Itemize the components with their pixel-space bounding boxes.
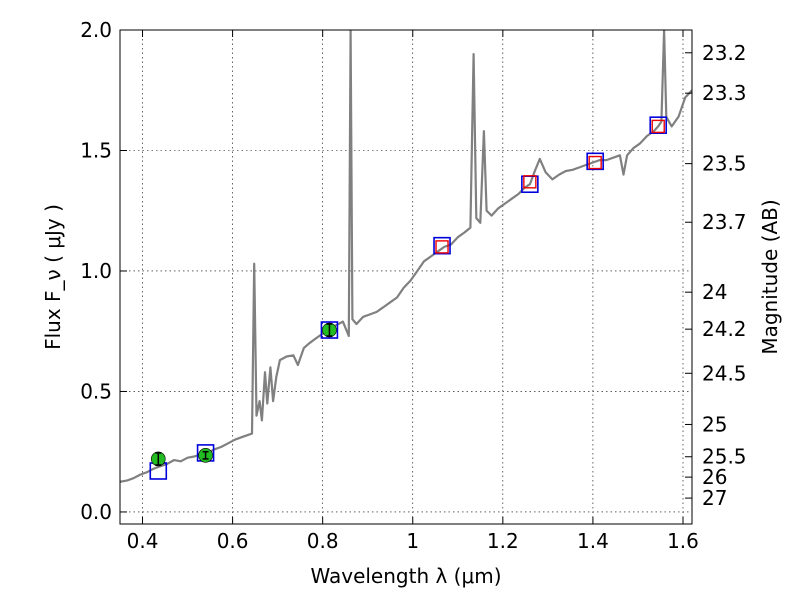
y2-tick-label: 24.5 [702, 361, 747, 385]
y-tick-label: 2.0 [80, 18, 112, 42]
y2-tick-label: 25 [702, 412, 727, 436]
y2-tick-label: 26 [702, 465, 727, 489]
y2-tick-label: 23.3 [702, 81, 747, 105]
x-tick-label: 1.2 [487, 529, 519, 553]
model-box-blue [433, 236, 451, 255]
spectrum-line [120, 30, 692, 483]
y2-tick-label: 23.5 [702, 152, 747, 176]
x-tick-label: 0.6 [217, 529, 249, 553]
model-box-red [651, 119, 665, 134]
x-axis-title: Wavelength λ (μm) [310, 564, 501, 588]
x-tick-label: 1.4 [577, 529, 609, 553]
axis-ticks [120, 29, 692, 524]
y2-axis-title: Magnitude (AB) [758, 199, 782, 354]
x-tick-label: 0.4 [127, 529, 159, 553]
plot-area [120, 30, 692, 483]
y2-tick-label: 24 [702, 280, 727, 304]
y-tick-label: 1.5 [80, 138, 112, 162]
y-tick-label: 0.0 [80, 500, 112, 524]
plot-frame [119, 29, 693, 525]
y-tick-label: 0.5 [80, 379, 112, 403]
model-box-blue [586, 152, 604, 171]
tick-labels: 0.4 0.6 0.8 1 1.2 1.4 1.6 0.0 0.5 1.0 1.5 2.0 23.2 23… [80, 18, 746, 553]
y2-tick-label: 24.2 [702, 317, 747, 341]
x-tick-label: 1.6 [667, 529, 699, 553]
x-tick-label: 1 [406, 529, 419, 553]
y2-tick-label: 23.7 [702, 210, 747, 234]
x-tick-label: 0.8 [307, 529, 339, 553]
y2-tick-label: 23.2 [702, 41, 747, 65]
model-box-red [523, 175, 537, 189]
model-box-blue [649, 116, 668, 134]
y2-tick-label: 27 [702, 486, 727, 510]
model-box-red [588, 155, 602, 170]
model-box-blue [320, 321, 339, 339]
y2-tick-label: 25.5 [702, 445, 747, 469]
y-axis-title: Flux F_ν ( μJy ) [41, 204, 65, 350]
y-tick-label: 1.0 [80, 259, 112, 283]
model-box-red [435, 240, 449, 254]
